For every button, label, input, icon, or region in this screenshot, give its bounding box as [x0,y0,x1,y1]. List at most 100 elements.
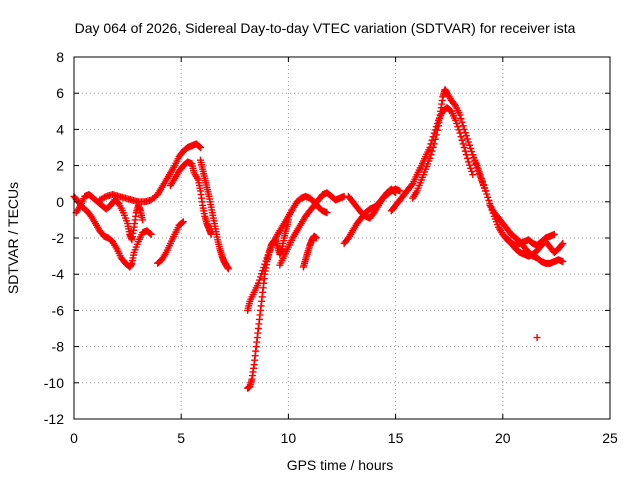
data-point [466,161,474,169]
data-point [458,136,466,144]
data-point [431,135,439,143]
x-axis-label: GPS time / hours [287,457,394,473]
y-tick-label: 6 [56,85,64,101]
data-point [179,218,187,226]
data-point [312,234,320,242]
data-point [259,267,267,275]
data-point [467,164,475,172]
data-point [391,188,399,196]
data-point [464,158,472,166]
y-tick-label: -2 [52,230,65,246]
data-point [254,279,262,287]
data-point [483,190,491,198]
data-point [480,181,488,189]
data-point [481,184,489,192]
data-point [478,177,486,185]
data-point [257,273,265,281]
axis-ticks: 0 5 10 15 20 25 -12 -10 -8 -6 -4 -2 0 2 4 6 8 [44,49,618,446]
x-tick-label: 15 [388,430,404,446]
data-point [454,123,462,131]
grid-lines [74,57,610,419]
data-point [262,257,270,265]
data-point [550,230,558,238]
data-point [467,144,475,152]
data-point [482,187,490,195]
data-point [468,167,476,175]
y-tick-label: 8 [56,49,64,65]
data-point [224,265,232,273]
data-point [533,334,541,342]
y-tick-label: 4 [56,121,64,137]
x-tick-label: 10 [281,430,297,446]
data-point [392,189,400,197]
data-point [195,143,203,151]
data-point [559,239,567,247]
data-point [476,171,484,179]
data-point [456,111,464,119]
data-point [427,151,435,159]
y-tick-label: -10 [44,375,64,391]
data-point [452,116,460,124]
data-point [457,115,465,123]
data-point [559,258,567,266]
data-point [459,122,467,130]
data-point [464,138,472,146]
y-tick-label: -12 [44,411,64,427]
data-point [426,154,434,162]
data-point [428,136,436,144]
data-point [453,120,461,128]
data-point [255,276,263,284]
data-point [323,209,331,217]
data-point [260,263,268,271]
y-tick-label: -8 [52,339,65,355]
data-point [485,196,493,204]
data-point [477,174,485,182]
data-point [101,193,109,201]
data-point [432,131,440,139]
data-point [147,230,155,238]
y-tick-label: -6 [52,302,65,318]
y-axis-label: SDTVAR / TECUs [5,182,21,294]
data-point [139,216,147,224]
data-point [558,241,566,249]
data-point [433,126,441,134]
y-tick-label: 0 [56,194,64,210]
data-point [457,133,465,141]
x-tick-label: 25 [602,430,618,446]
data-point [461,147,469,155]
data-point [451,101,459,109]
data-point [460,144,468,151]
data-point [458,118,466,126]
data-point [178,219,186,227]
x-tick-label: 5 [177,430,185,446]
x-tick-label: 20 [495,430,511,446]
data-point [430,140,438,148]
data-point [473,162,481,170]
data-point [258,270,266,278]
data-points [70,86,567,392]
data-point [396,187,404,195]
data-point [461,129,469,137]
x-tick-label: 0 [70,430,78,446]
data-point [474,165,482,173]
data-point [469,171,477,179]
data-point [484,193,492,201]
data-point [429,144,437,151]
data-point [468,148,476,156]
data-point [463,154,471,162]
data-point [261,260,269,268]
data-point [408,181,416,189]
data-point [462,151,470,159]
data-point [475,168,483,176]
data-point [428,147,436,155]
y-tick-label: -4 [52,266,65,282]
chart-title: Day 064 of 2026, Sidereal Day-to-day VTE… [75,20,576,36]
data-point [196,144,204,151]
data-point [459,140,467,148]
data-point [466,141,474,149]
data-point [462,132,470,140]
data-point [463,135,471,143]
data-point [460,125,468,133]
data-point [146,229,154,237]
